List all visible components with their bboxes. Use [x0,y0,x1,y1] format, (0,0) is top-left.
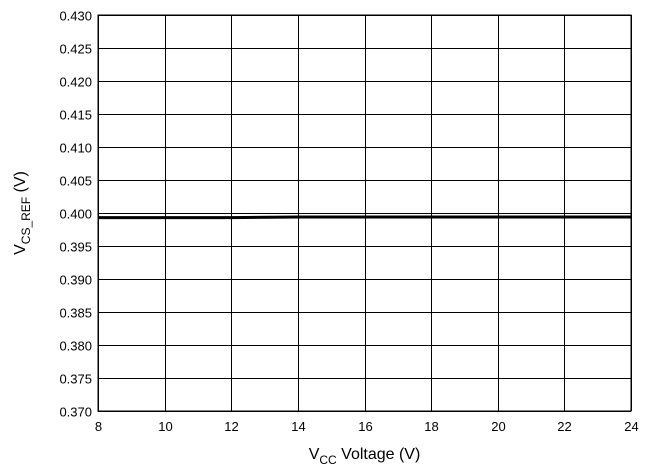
y-tick-label: 0.420 [59,75,92,90]
series-line [98,215,631,220]
y-tick-label: 0.410 [59,141,92,156]
y-axis-ticks: 0.370 0.375 0.380 0.385 0.390 0.395 0.400 0.405… [59,9,103,420]
y-tick-label: 0.405 [59,174,92,189]
y-tick-label: 0.430 [59,9,92,24]
series-layer [98,215,631,220]
y-tick-label: 0.395 [59,240,92,255]
x-tick-label: 24 [624,419,638,434]
x-tick-label: 8 [95,419,102,434]
y-axis-title-rest: (V) [12,171,29,197]
x-axis-title-main: V [309,446,320,463]
x-tick-label: 12 [224,419,238,434]
y-tick-label: 0.380 [59,339,92,354]
x-tick-label: 18 [424,419,438,434]
grid [98,15,632,412]
x-tick-label: 22 [557,419,571,434]
x-axis-title: VCC Voltage (V) [309,446,421,467]
x-tick-label: 16 [358,419,372,434]
y-tick-label: 0.425 [59,42,92,57]
x-axis-ticks: 8 10 12 14 16 18 20 22 24 [95,406,639,434]
y-axis-title-sub: CS_REF [19,197,33,244]
y-axis-title-main: V [12,244,29,255]
x-tick-label: 20 [491,419,505,434]
x-tick-label: 14 [291,419,305,434]
x-axis-title-rest: Voltage (V) [337,446,421,463]
y-tick-label: 0.415 [59,108,92,123]
y-tick-label: 0.400 [59,207,92,222]
y-tick-label: 0.375 [59,372,92,387]
y-axis-title: VCS_REF (V) [12,171,33,255]
x-axis-title-sub: CC [319,453,337,467]
x-tick-label: 10 [158,419,172,434]
y-tick-label: 0.385 [59,306,92,321]
y-tick-label: 0.390 [59,273,92,288]
y-tick-label: 0.370 [59,405,92,420]
